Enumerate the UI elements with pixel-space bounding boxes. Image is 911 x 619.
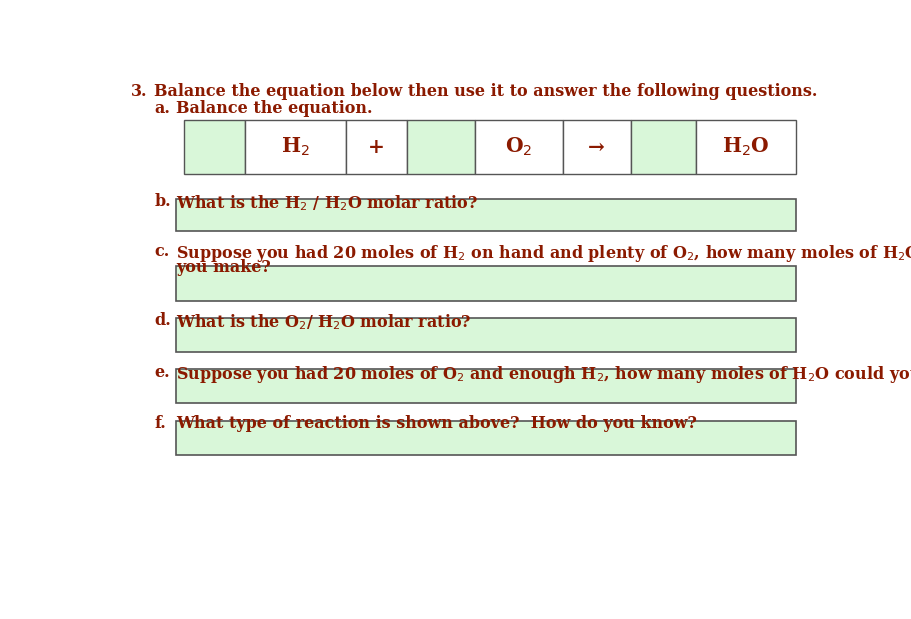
Text: →: → — [588, 137, 605, 157]
Text: you make?: you make? — [176, 259, 271, 276]
Bar — [176, 318, 795, 352]
Text: 3.: 3. — [131, 83, 148, 100]
Text: Balance the equation below then use it to answer the following questions.: Balance the equation below then use it t… — [154, 83, 817, 100]
Text: Suppose you had 20 moles of H$_2$ on hand and plenty of O$_2$, how many moles of: Suppose you had 20 moles of H$_2$ on han… — [176, 243, 911, 264]
Text: What type of reaction is shown above?  How do you know?: What type of reaction is shown above? Ho… — [176, 415, 696, 433]
Bar — [695, 119, 795, 173]
Bar — [562, 119, 630, 173]
Bar — [630, 119, 695, 173]
Text: Balance the equation.: Balance the equation. — [176, 100, 372, 118]
Text: a.: a. — [154, 100, 170, 118]
Bar — [176, 266, 795, 301]
Text: b.: b. — [154, 193, 170, 210]
Bar — [176, 421, 795, 455]
Bar — [176, 199, 795, 232]
Text: What is the O$_2$/ H$_2$O molar ratio?: What is the O$_2$/ H$_2$O molar ratio? — [176, 312, 471, 332]
Text: H$_2$O: H$_2$O — [722, 136, 769, 158]
Text: d.: d. — [154, 312, 171, 329]
Bar — [407, 119, 475, 173]
Text: Suppose you had 20 moles of O$_2$ and enough H$_2$, how many moles of H$_2$O cou: Suppose you had 20 moles of O$_2$ and en… — [176, 364, 911, 385]
Text: What is the H$_2$ / H$_2$O molar ratio?: What is the H$_2$ / H$_2$O molar ratio? — [176, 193, 477, 212]
Bar — [176, 369, 795, 403]
Bar — [245, 119, 345, 173]
Bar — [475, 119, 562, 173]
Text: f.: f. — [154, 415, 166, 433]
Bar — [345, 119, 407, 173]
Bar — [183, 119, 245, 173]
Text: H$_2$: H$_2$ — [281, 136, 310, 158]
Text: c.: c. — [154, 243, 169, 260]
Text: O$_2$: O$_2$ — [505, 136, 532, 158]
Text: e.: e. — [154, 364, 169, 381]
Text: +: + — [368, 137, 384, 157]
